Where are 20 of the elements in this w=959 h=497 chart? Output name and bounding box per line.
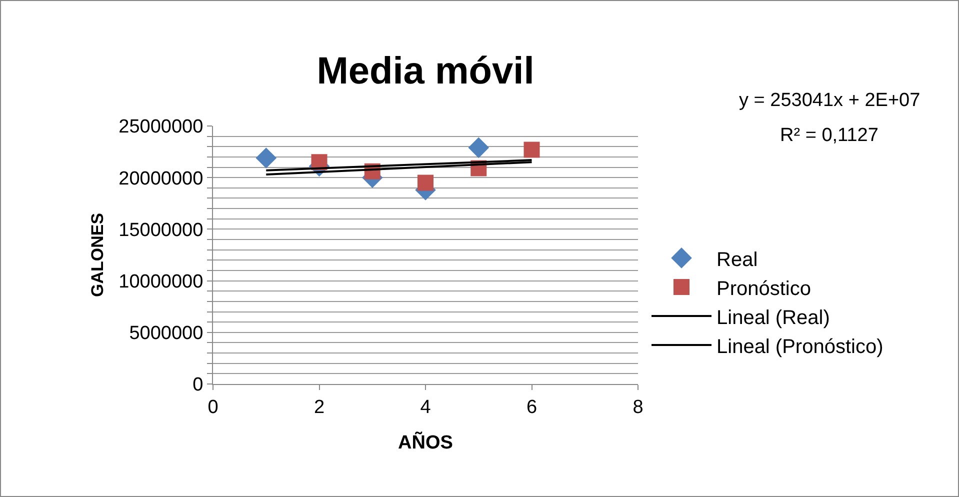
- y-tick-label: 5000000: [129, 323, 204, 344]
- x-tick-label: 0: [208, 396, 218, 418]
- legend-label: Real: [716, 248, 758, 271]
- y-axis-title: GALONES: [88, 212, 108, 298]
- y-tick-label: 25000000: [118, 116, 204, 138]
- text: R² = 0,1127: [780, 125, 878, 146]
- x-tick-label: 2: [314, 396, 325, 418]
- legend-label: Lineal (Pronóstico): [716, 336, 884, 358]
- x-tick-label: 8: [632, 396, 644, 418]
- y-tick-label: 0: [192, 374, 204, 396]
- x-tick-label: 4: [420, 396, 432, 418]
- x-tick-label: 6: [526, 396, 538, 418]
- chart-title: Media móvil: [316, 50, 534, 93]
- legend-label: Lineal (Real): [716, 306, 830, 329]
- y-tick-label: 15000000: [118, 220, 204, 241]
- y-tick-label: 10000000: [118, 271, 204, 292]
- text: y = 253041x + 2E+07: [739, 90, 920, 111]
- x-axis-title: AÑOS: [398, 432, 453, 454]
- legend-label: Pronóstico: [716, 278, 811, 300]
- y-tick-label: 20000000: [118, 168, 204, 190]
